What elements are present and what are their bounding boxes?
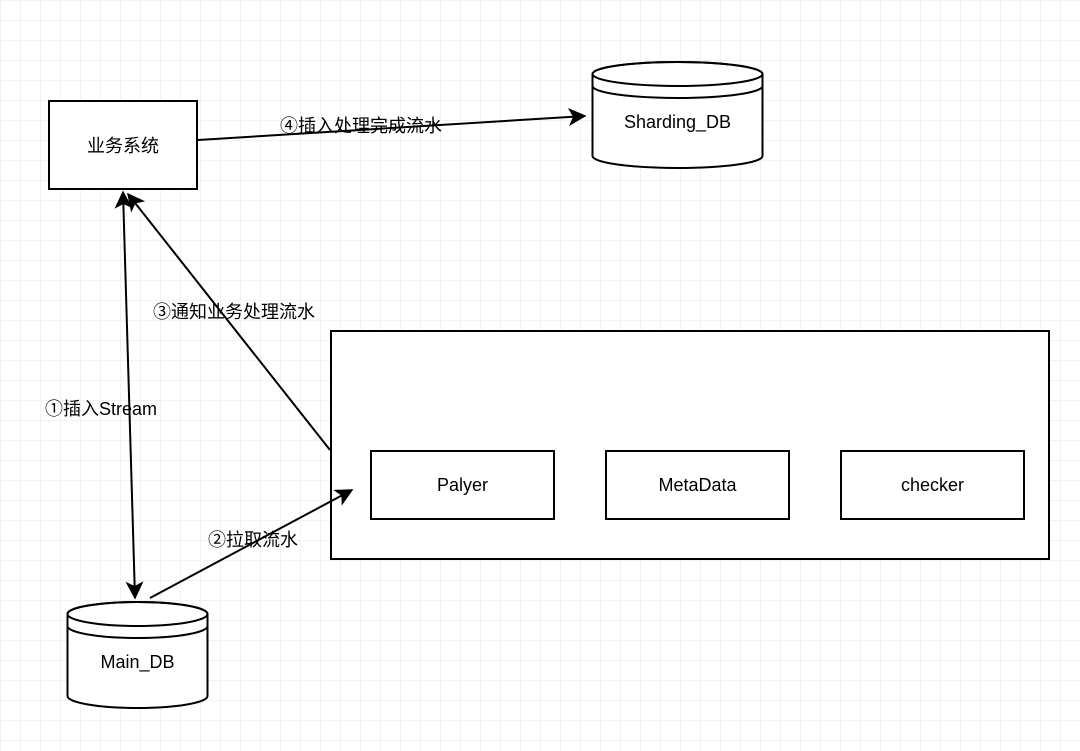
node-sharding-db-label: Sharding_DB <box>590 112 765 133</box>
edge-notify-process-label: ③通知业务处理流水 <box>153 298 315 324</box>
node-checker-label: checker <box>901 475 964 496</box>
node-business-system-label: 业务系统 <box>87 132 159 158</box>
node-checker: checker <box>840 450 1025 520</box>
edge-insert-stream-label: ①插入Stream <box>45 395 157 421</box>
node-sharding-db: Sharding_DB <box>590 60 765 170</box>
node-main-db-label: Main_DB <box>65 652 210 673</box>
processor-group-box <box>330 330 1050 560</box>
diagram-canvas: 业务系统 Palyer MetaData checker Sharding_DB… <box>0 0 1080 751</box>
node-metadata-label: MetaData <box>658 475 736 496</box>
edge-pull-stream-label: ②拉取流水 <box>208 526 298 552</box>
node-palyer-label: Palyer <box>437 475 488 496</box>
node-business-system: 业务系统 <box>48 100 198 190</box>
node-metadata: MetaData <box>605 450 790 520</box>
edge-insert-complete-label: ④插入处理完成流水 <box>280 112 442 138</box>
node-main-db: Main_DB <box>65 600 210 710</box>
node-palyer: Palyer <box>370 450 555 520</box>
